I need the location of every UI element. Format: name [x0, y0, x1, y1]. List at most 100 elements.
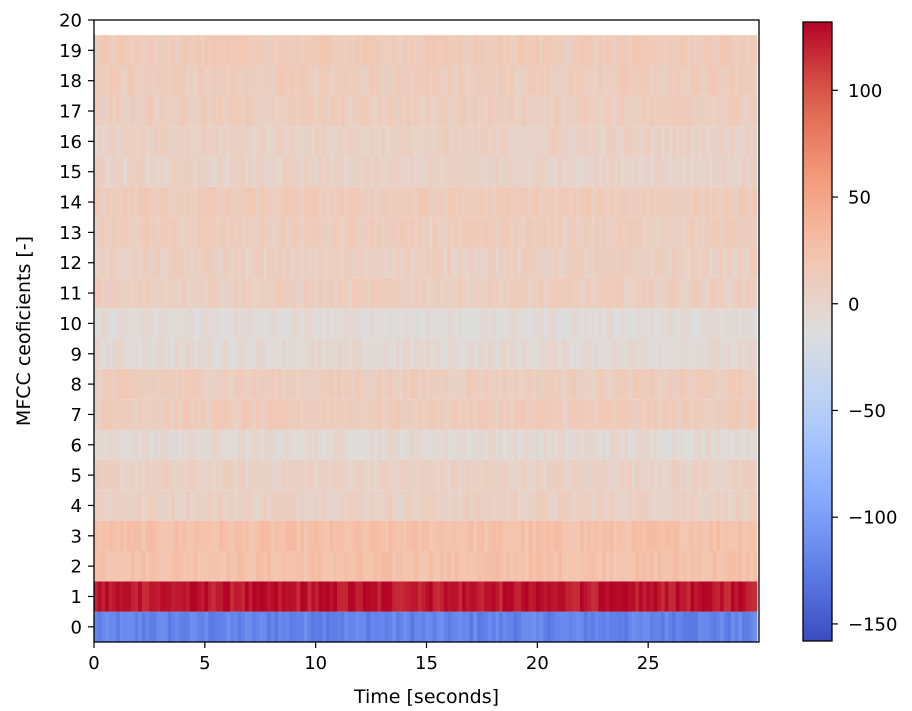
heatmap-cell: [333, 520, 338, 551]
heatmap-cell: [105, 550, 110, 582]
heatmap-cell: [384, 429, 390, 460]
heatmap-cell: [484, 277, 489, 309]
heatmap-cell: [208, 581, 213, 612]
heatmap-cell: [105, 308, 110, 339]
heatmap-cell: [686, 399, 692, 430]
heatmap-cell: [123, 368, 128, 400]
heatmap-cell: [189, 247, 195, 278]
heatmap-cell: [252, 520, 257, 551]
heatmap-cell: [499, 308, 504, 339]
heatmap-cell: [594, 399, 600, 430]
heatmap-cell: [753, 338, 758, 369]
heatmap-cell: [373, 247, 379, 278]
heatmap-cell: [443, 126, 449, 157]
heatmap-cell: [473, 277, 478, 309]
heatmap-cell: [694, 277, 699, 309]
heatmap-cell: [506, 581, 511, 612]
heatmap-cell: [679, 520, 684, 551]
heatmap-cell: [653, 65, 658, 96]
heatmap-cell: [462, 156, 467, 187]
heatmap-cell: [650, 520, 655, 551]
heatmap-cell: [418, 65, 423, 96]
heatmap-cell: [163, 186, 169, 218]
heatmap-cell: [484, 247, 489, 278]
heatmap-cell: [362, 186, 368, 218]
heatmap-cell: [219, 338, 224, 369]
heatmap-cell: [152, 247, 158, 278]
heatmap-cell: [583, 35, 588, 66]
heatmap-cell: [418, 308, 423, 339]
heatmap-cell: [443, 520, 449, 551]
heatmap-cell: [134, 399, 139, 430]
heatmap-cell: [443, 217, 449, 248]
heatmap-cell: [598, 247, 603, 278]
heatmap-cell: [167, 459, 172, 491]
heatmap-cell: [635, 550, 640, 582]
heatmap-cell: [675, 490, 681, 521]
heatmap-cell: [642, 217, 647, 248]
heatmap-cell: [373, 186, 379, 218]
heatmap-cell: [543, 490, 548, 521]
heatmap-cell: [112, 217, 117, 248]
heatmap-cell: [712, 459, 717, 491]
heatmap-cell: [616, 186, 622, 218]
heatmap-cell: [646, 520, 651, 551]
heatmap-cell: [624, 186, 629, 218]
heatmap-cell: [742, 65, 747, 96]
heatmap-cell: [101, 368, 106, 400]
heatmap-cell: [289, 520, 294, 551]
heatmap-cell: [127, 368, 132, 400]
heatmap-cell: [609, 35, 614, 66]
heatmap-cell: [591, 429, 596, 460]
heatmap-cell: [285, 65, 290, 96]
heatmap-cell: [344, 490, 349, 521]
heatmap-cell: [609, 186, 614, 218]
heatmap-cell: [616, 95, 622, 127]
heatmap-cell: [661, 338, 666, 369]
heatmap-cell: [506, 399, 511, 430]
heatmap-cell: [384, 156, 390, 187]
heatmap-cell: [708, 95, 714, 127]
heatmap-cell: [182, 399, 187, 430]
heatmap-cell: [160, 65, 165, 96]
heatmap-cell: [281, 247, 287, 278]
heatmap-cell: [329, 490, 334, 521]
heatmap-cell: [119, 611, 125, 642]
heatmap-cell: [156, 581, 161, 612]
heatmap-cell: [487, 429, 493, 460]
x-tick-label: 20: [526, 653, 549, 674]
heatmap-cell: [252, 459, 257, 491]
heatmap-cell: [230, 35, 235, 66]
heatmap-cell: [572, 186, 577, 218]
heatmap-cell: [624, 65, 629, 96]
heatmap-cell: [561, 277, 566, 309]
heatmap-cell: [686, 581, 692, 612]
heatmap-cell: [535, 429, 541, 460]
heatmap-cell: [620, 35, 625, 66]
heatmap-cell: [443, 399, 449, 430]
heatmap-cell: [528, 520, 533, 551]
heatmap-cell: [429, 429, 434, 460]
heatmap-cell: [554, 126, 559, 157]
heatmap-cell: [499, 399, 504, 430]
heatmap-cell: [491, 338, 496, 369]
heatmap-cell: [602, 429, 607, 460]
heatmap-cell: [646, 459, 651, 491]
heatmap-cell: [226, 217, 231, 248]
heatmap-cell: [517, 429, 522, 460]
heatmap-cell: [395, 490, 401, 521]
heatmap-cell: [322, 459, 327, 491]
heatmap-cell: [149, 247, 154, 278]
heatmap-cell: [473, 65, 478, 96]
heatmap-cell: [557, 581, 563, 612]
heatmap-cell: [443, 95, 449, 127]
heatmap-cell: [414, 490, 419, 521]
heatmap-cell: [252, 368, 257, 400]
heatmap-cell: [572, 368, 577, 400]
heatmap-cell: [521, 581, 526, 612]
heatmap-cell: [178, 459, 183, 491]
heatmap-cell: [351, 520, 357, 551]
heatmap-cell: [219, 156, 224, 187]
heatmap-cell: [182, 65, 187, 96]
heatmap-cell: [524, 35, 530, 66]
